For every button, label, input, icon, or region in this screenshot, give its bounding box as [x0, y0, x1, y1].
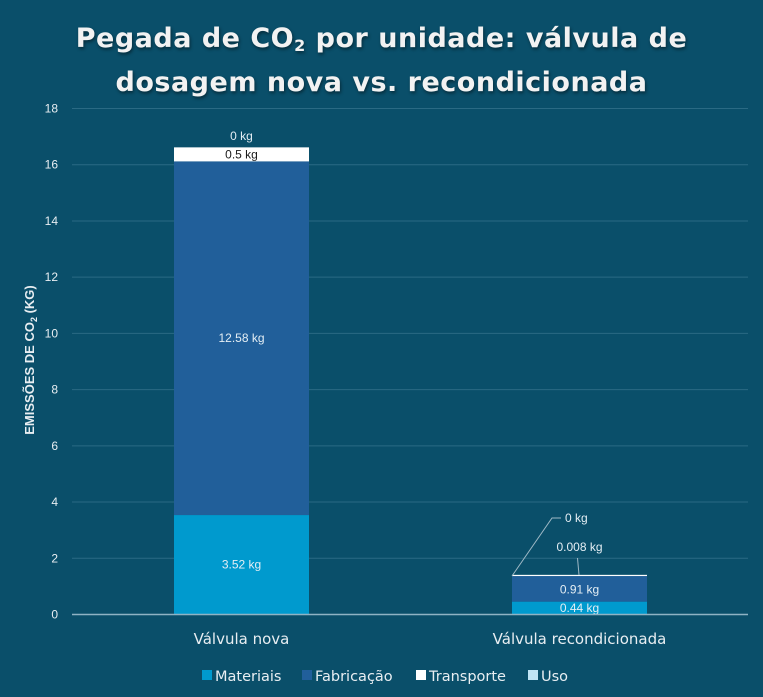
- y-tick-label: 12: [45, 270, 59, 284]
- title-text: por unidade: válvula de: [305, 23, 688, 54]
- legend-item-fabricação[interactable]: Fabricação: [302, 669, 393, 685]
- bar-segment-transporte[interactable]: [174, 147, 309, 162]
- bars: [174, 147, 647, 614]
- legend-swatch: [416, 670, 426, 680]
- legend-swatch: [528, 670, 538, 680]
- data-label: 0.008 kg: [556, 540, 602, 554]
- title-text: Pegada de CO: [75, 23, 295, 54]
- y-tick-label: 8: [51, 383, 58, 397]
- title-subscript: 2: [294, 36, 306, 55]
- legend-label: Transporte: [428, 669, 506, 685]
- data-label: 0.91 kg: [560, 583, 599, 597]
- data-labels: 3.52 kg 12.58 kg 0.5 kg 0 kg 0.44 kg 0.91 kg 0…: [218, 129, 602, 615]
- y-tick-label: 2: [51, 551, 58, 565]
- y-tick-label: 14: [45, 214, 59, 228]
- leader-line: [577, 557, 580, 576]
- bar-segment-fabricação[interactable]: [174, 161, 309, 516]
- x-tick-label: Válvula recondicionada: [493, 630, 667, 648]
- y-axis-label: EMISSÕES DE CO2 (KG): [22, 285, 39, 435]
- legend-item-materiais[interactable]: Materiais: [202, 669, 281, 685]
- legend-label: Uso: [541, 669, 568, 685]
- y-tick-label: 10: [45, 326, 59, 340]
- y-axis-title: EMISSÕES DE CO2 (KG): [22, 285, 39, 435]
- bar-segment-transporte[interactable]: [512, 574, 647, 577]
- legend-item-transporte[interactable]: Transporte: [416, 669, 506, 685]
- bar-segment-materiais[interactable]: [512, 601, 647, 614]
- y-tick-label: 0: [51, 608, 58, 622]
- data-label: 0.44 kg: [560, 601, 599, 615]
- chart-title: Pegada de CO2 por unidade: válvula de do…: [0, 20, 763, 101]
- legend-swatch: [202, 670, 212, 680]
- y-tick-label: 6: [51, 439, 58, 453]
- title-text: dosagem nova vs. recondicionada: [115, 67, 648, 98]
- legend-swatch: [302, 670, 312, 680]
- bar-segment-fabricação[interactable]: [512, 576, 647, 602]
- y-tick-label: 4: [51, 495, 58, 509]
- legend: Materiais Fabricação Transporte Uso: [202, 669, 568, 685]
- gridlines: [72, 108, 748, 559]
- y-tick-labels: 0 2 4 6 8 10 12 14 16 18: [45, 102, 59, 622]
- data-label: 3.52 kg: [222, 558, 261, 572]
- y-tick-label: 18: [45, 102, 59, 116]
- x-tick-labels: Válvula nova Válvula recondicionada: [194, 630, 667, 648]
- data-label: 0.5 kg: [225, 147, 258, 161]
- y-tick-label: 16: [45, 158, 59, 172]
- legend-label: Materiais: [215, 669, 281, 685]
- legend-label: Fabricação: [315, 669, 393, 685]
- legend-item-uso[interactable]: Uso: [528, 669, 568, 685]
- x-tick-label: Válvula nova: [194, 630, 290, 648]
- leader-line: [511, 517, 561, 577]
- data-label: 0 kg: [230, 129, 253, 143]
- data-label: 0 kg: [565, 511, 588, 525]
- bar-segment-materiais[interactable]: [174, 515, 309, 614]
- data-label: 12.58 kg: [218, 331, 264, 345]
